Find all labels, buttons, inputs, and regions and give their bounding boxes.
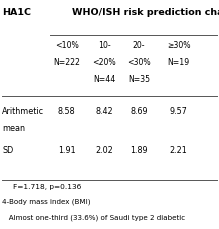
Text: 9.57: 9.57: [170, 106, 187, 115]
Text: F=1.718, p=0.136: F=1.718, p=0.136: [13, 183, 81, 189]
Text: 8.58: 8.58: [58, 106, 76, 115]
Text: <30%: <30%: [127, 58, 151, 67]
Text: 1.89: 1.89: [130, 145, 148, 154]
Text: 10-: 10-: [98, 41, 110, 50]
Text: 1.91: 1.91: [58, 145, 76, 154]
Text: 2.02: 2.02: [95, 145, 113, 154]
Text: SD: SD: [2, 145, 13, 154]
Text: N=44: N=44: [93, 74, 115, 83]
Text: mean: mean: [2, 124, 25, 133]
Text: 2.21: 2.21: [170, 145, 187, 154]
Text: HA1C: HA1C: [2, 8, 31, 17]
Text: WHO/ISH risk prediction chart: WHO/ISH risk prediction chart: [72, 8, 219, 17]
Text: 20-: 20-: [133, 41, 145, 50]
Text: N=35: N=35: [128, 74, 150, 83]
Text: <20%: <20%: [92, 58, 116, 67]
Text: 8.42: 8.42: [95, 106, 113, 115]
Text: N=222: N=222: [53, 58, 80, 67]
Text: Almost one-third (33.6%) of Saudi type 2 diabetic: Almost one-third (33.6%) of Saudi type 2…: [2, 214, 185, 220]
Text: ≥30%: ≥30%: [167, 41, 190, 50]
Text: N=19: N=19: [167, 58, 190, 67]
Text: 8.69: 8.69: [130, 106, 148, 115]
Text: Arithmetic: Arithmetic: [2, 106, 44, 115]
Text: 4-Body mass index (BMI): 4-Body mass index (BMI): [2, 198, 91, 204]
Text: <10%: <10%: [55, 41, 79, 50]
